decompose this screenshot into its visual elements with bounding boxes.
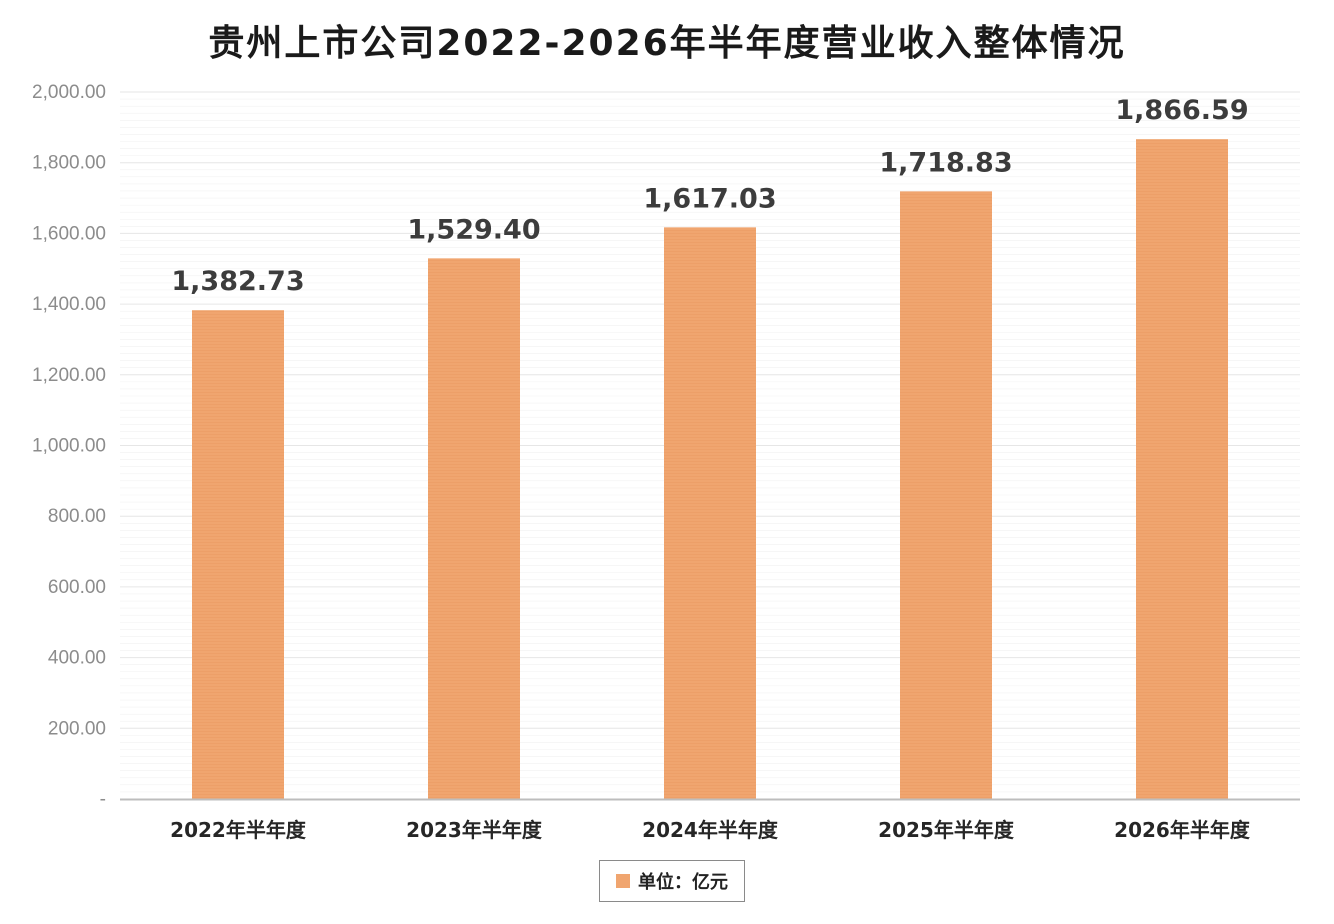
data-label: 1,529.40: [407, 214, 540, 245]
x-tick-label: 2022年半年度: [170, 818, 307, 842]
chart-title: 贵州上市公司2022-2026年半年度营业收入整体情况: [208, 23, 1126, 64]
bar: [900, 191, 992, 799]
bar: [664, 227, 756, 800]
x-axis-ticks: 2022年半年度 2023年半年度 2024年半年度 2025年半年度 2026年半年度: [170, 818, 1251, 842]
bar: [192, 310, 284, 799]
y-tick-label: 200.00: [48, 718, 106, 739]
x-tick-label: 2025年半年度: [878, 818, 1015, 842]
y-tick-label: 600.00: [48, 577, 106, 598]
y-tick-label: 2,000.00: [32, 82, 106, 103]
y-tick-label: 800.00: [48, 506, 106, 527]
x-tick-label: 2024年半年度: [642, 818, 779, 842]
y-tick-label: 1,800.00: [32, 153, 106, 174]
bar-chart-plot: - 200.00 400.00 600.00 800.00 1,000.00 1,200.0…: [32, 82, 1300, 842]
data-label: 1,617.03: [643, 183, 776, 214]
data-label: 1,866.59: [1115, 95, 1248, 126]
y-tick-label: 1,600.00: [32, 223, 106, 244]
legend: 单位：亿元: [599, 860, 745, 902]
y-tick-label: 1,400.00: [32, 294, 106, 315]
y-tick-label: 400.00: [48, 648, 106, 669]
data-label: 1,382.73: [171, 266, 304, 297]
bars: [192, 139, 1228, 800]
legend-swatch: [616, 874, 630, 888]
y-tick-label: 1,000.00: [32, 436, 106, 457]
x-tick-label: 2026年半年度: [1114, 818, 1251, 842]
x-tick-label: 2023年半年度: [406, 818, 543, 842]
value-labels: 1,382.73 1,529.40 1,617.03 1,718.83 1,866.59: [171, 95, 1248, 297]
y-tick-label: 1,200.00: [32, 365, 106, 386]
y-axis-ticks: - 200.00 400.00 600.00 800.00 1,000.00 1,200.0…: [32, 82, 106, 810]
data-label: 1,718.83: [879, 147, 1012, 178]
bar: [428, 258, 520, 800]
bar: [1136, 139, 1228, 800]
y-tick-label: -: [100, 789, 106, 810]
legend-label: 单位：亿元: [638, 872, 728, 893]
